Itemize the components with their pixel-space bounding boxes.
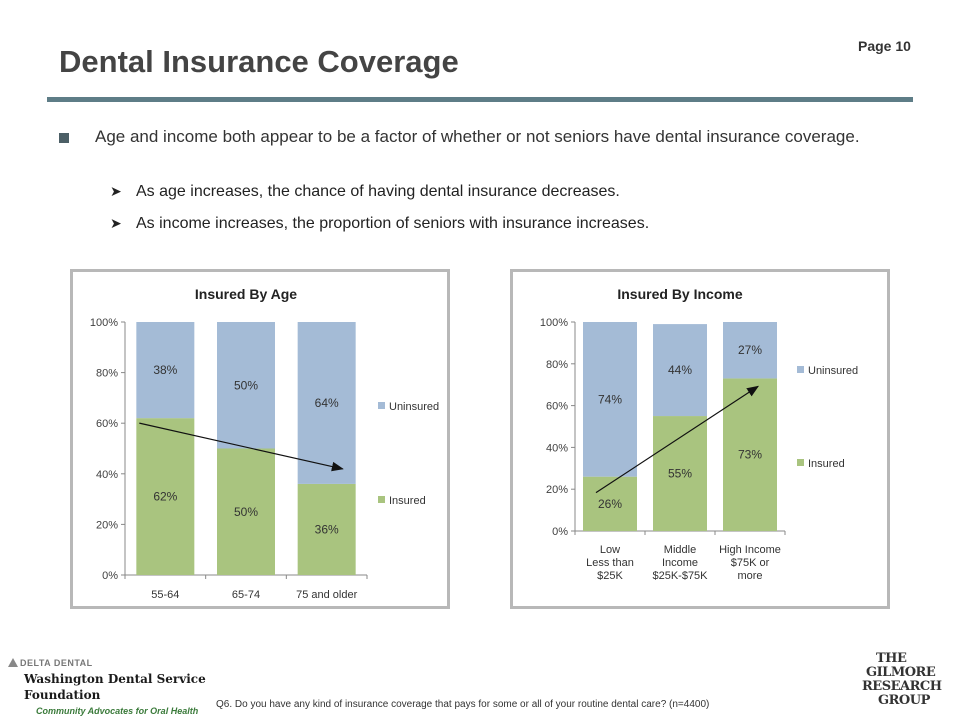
x-category-label: $25K (597, 570, 623, 582)
legend-label-uninsured: Uninsured (808, 365, 858, 377)
arrow-bullet-icon: ➤ (110, 215, 122, 231)
legend-swatch-uninsured (378, 402, 385, 409)
data-label-uninsured: 74% (598, 392, 622, 406)
legend-swatch-insured (797, 459, 804, 466)
sub-bullet-text: As age increases, the chance of having d… (136, 183, 620, 200)
data-label-insured: 62% (153, 490, 177, 504)
x-category-label: more (737, 570, 762, 582)
bar-insured (297, 483, 356, 575)
bar-uninsured (297, 322, 356, 484)
data-label-insured: 50% (234, 505, 258, 519)
chart-insured-by-age: Insured By Age 0% 20% 40% 60% 80% 100% 62% 38% 55… (70, 269, 450, 609)
x-category-label: Middle (664, 544, 696, 556)
data-label-insured: 73% (738, 448, 762, 462)
main-bullet: Age and income both appear to be a facto… (59, 126, 879, 147)
bar-uninsured (583, 322, 637, 477)
wdsf-logo: DELTA DENTAL Washington Dental Service F… (8, 656, 218, 720)
org-tagline: Community Advocates for Oral Health (36, 706, 199, 716)
sub-bullet-text: As income increases, the proportion of s… (136, 215, 650, 232)
delta-dental-triangle-icon (8, 658, 18, 667)
y-tick-label: 80% (96, 368, 118, 380)
y-tick-label: 80% (546, 359, 568, 371)
data-label-uninsured: 38% (153, 363, 177, 377)
bar-insured (136, 418, 195, 575)
data-label-insured: 36% (315, 522, 339, 536)
sub-bullet-age: ➤ As age increases, the chance of having… (110, 183, 620, 201)
bar-uninsured (723, 322, 777, 379)
x-category-label: 75 and older (296, 589, 357, 601)
x-category-label: Income (662, 557, 698, 569)
y-tick-label: 100% (90, 317, 118, 329)
bar-insured (653, 416, 707, 531)
x-category-label: Low (600, 544, 620, 556)
page-number: Page 10 (858, 38, 911, 54)
x-category-label: High Income (719, 544, 781, 556)
legend-label-insured: Insured (808, 458, 845, 470)
org-name-line2: Foundation (24, 688, 101, 702)
x-category-label: Less than (586, 557, 634, 569)
gilmore-logo-line: RESEARCH (862, 679, 942, 694)
trend-arrow (595, 385, 760, 494)
legend-label-uninsured: Uninsured (389, 401, 439, 413)
survey-footnote: Q6. Do you have any kind of insurance co… (216, 699, 710, 710)
x-category-label: 65-74 (232, 589, 260, 601)
y-tick-label: 100% (540, 317, 568, 329)
chart-svg: Insured By Age 0% 20% 40% 60% 80% 100% 62% 38% 55… (90, 286, 439, 601)
delta-dental-wordmark: DELTA DENTAL (20, 658, 93, 668)
bar-insured (583, 476, 637, 531)
x-category-label: $25K-$75K (652, 570, 708, 582)
gilmore-logo-line: GROUP (878, 693, 930, 708)
bar-insured (217, 448, 275, 575)
sub-bullet-income: ➤ As income increases, the proportion of… (110, 215, 649, 233)
data-label-uninsured: 27% (738, 343, 762, 357)
bar-uninsured (136, 322, 195, 419)
x-category-label: $75K or (731, 557, 770, 569)
chart-insured-by-income: Insured By Income 0% 20% 40% 60% 80% 100% 26% 74… (510, 269, 890, 609)
gilmore-logo-line: THE (876, 651, 907, 666)
legend-label-insured: Insured (389, 495, 426, 507)
y-tick-label: 20% (96, 519, 118, 531)
arrow-bullet-icon: ➤ (110, 183, 122, 199)
y-tick-label: 40% (96, 469, 118, 481)
gilmore-logo-line: GILMORE (866, 665, 936, 680)
x-category-label: 55-64 (151, 589, 179, 601)
bar-uninsured (653, 324, 707, 417)
y-tick-label: 60% (96, 418, 118, 430)
legend-swatch-uninsured (797, 366, 804, 373)
chart-title: Insured By Age (195, 286, 297, 302)
y-tick-label: 20% (546, 484, 568, 496)
page-title: Dental Insurance Coverage (59, 44, 459, 79)
legend-swatch-insured (378, 496, 385, 503)
data-label-uninsured: 50% (234, 378, 258, 392)
y-tick-label: 60% (546, 401, 568, 413)
org-name-line1: Washington Dental Service (24, 672, 206, 686)
y-tick-label: 0% (552, 526, 568, 538)
title-divider (47, 97, 913, 102)
data-label-insured: 26% (598, 497, 622, 511)
y-tick-label: 0% (102, 570, 118, 582)
trend-arrow (139, 422, 344, 472)
chart-title: Insured By Income (617, 286, 742, 302)
chart-svg: Insured By Income 0% 20% 40% 60% 80% 100% 26% 74… (540, 286, 858, 582)
gilmore-logo: THE GILMORE RESEARCH GROUP (862, 652, 952, 712)
main-bullet-text: Age and income both appear to be a facto… (95, 127, 860, 146)
y-tick-label: 40% (546, 442, 568, 454)
square-bullet-icon (59, 133, 69, 143)
data-label-insured: 55% (668, 467, 692, 481)
bar-uninsured (217, 322, 275, 449)
data-label-uninsured: 64% (315, 396, 339, 410)
data-label-uninsured: 44% (668, 363, 692, 377)
